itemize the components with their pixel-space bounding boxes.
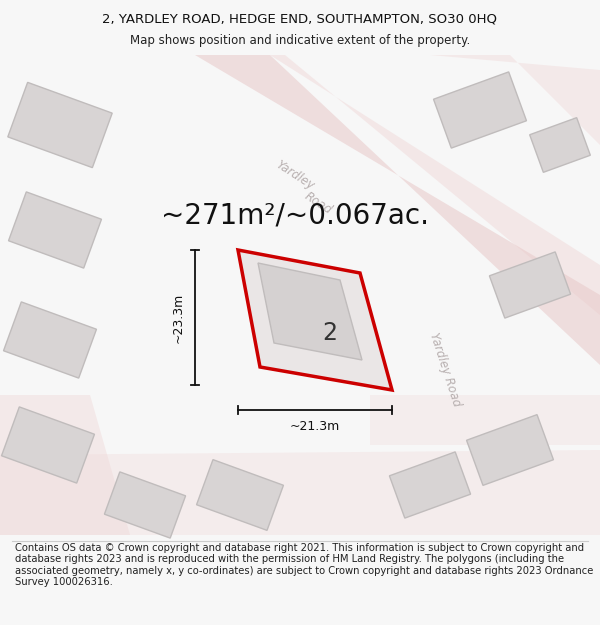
Polygon shape — [467, 414, 553, 486]
Text: Contains OS data © Crown copyright and database right 2021. This information is : Contains OS data © Crown copyright and d… — [15, 542, 593, 588]
Polygon shape — [195, 55, 600, 365]
Polygon shape — [4, 302, 97, 378]
Polygon shape — [434, 72, 526, 148]
Polygon shape — [0, 395, 130, 535]
Polygon shape — [8, 192, 101, 268]
Text: ~23.3m: ~23.3m — [172, 292, 185, 342]
Text: Yardley: Yardley — [274, 158, 317, 192]
Polygon shape — [530, 118, 590, 172]
Text: ~271m²/~0.067ac.: ~271m²/~0.067ac. — [161, 201, 429, 229]
Polygon shape — [370, 395, 600, 445]
Polygon shape — [238, 250, 392, 390]
Text: Map shows position and indicative extent of the property.: Map shows position and indicative extent… — [130, 34, 470, 47]
Polygon shape — [490, 252, 571, 318]
Polygon shape — [104, 472, 185, 538]
Polygon shape — [155, 55, 600, 315]
Polygon shape — [430, 55, 600, 145]
Polygon shape — [8, 82, 112, 168]
Text: 2, YARDLEY ROAD, HEDGE END, SOUTHAMPTON, SO30 0HQ: 2, YARDLEY ROAD, HEDGE END, SOUTHAMPTON,… — [103, 12, 497, 25]
Text: ~21.3m: ~21.3m — [290, 420, 340, 433]
Polygon shape — [258, 263, 362, 360]
Text: 2: 2 — [323, 321, 337, 345]
Polygon shape — [2, 407, 94, 483]
Polygon shape — [0, 450, 600, 535]
Text: Road: Road — [302, 189, 334, 217]
Polygon shape — [389, 452, 470, 518]
Polygon shape — [197, 459, 283, 531]
Text: Yardley Road: Yardley Road — [427, 331, 463, 409]
